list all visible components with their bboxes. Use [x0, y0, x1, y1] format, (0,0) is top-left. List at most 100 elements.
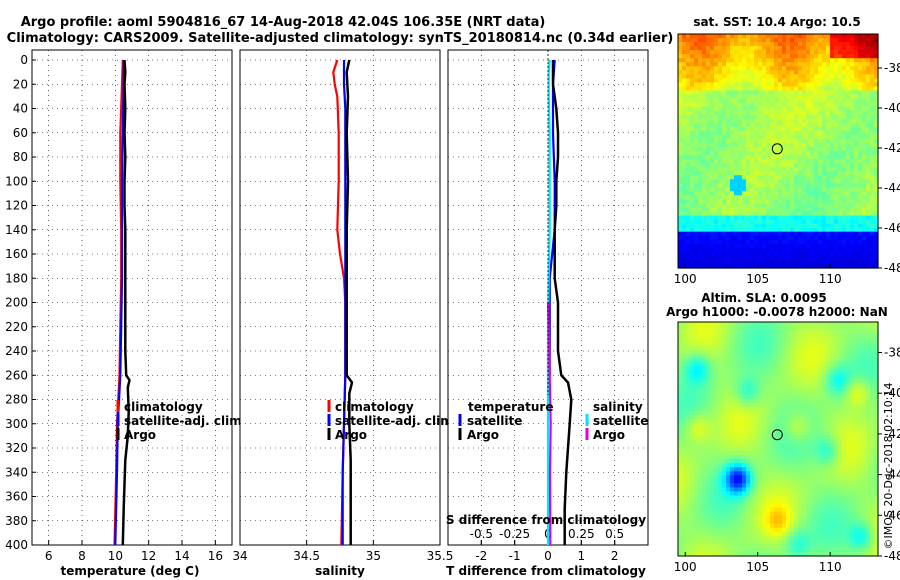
- heatmap-cell: [870, 86, 875, 92]
- heatmap-cell: [806, 443, 811, 448]
- heatmap-cell: [710, 358, 715, 363]
- heatmap-cell: [718, 58, 723, 63]
- heatmap-cell: [802, 398, 807, 404]
- heatmap-cell: [726, 207, 731, 213]
- heatmap-cell: [738, 451, 743, 456]
- heatmap-cell: [798, 342, 803, 347]
- heatmap-cell: [742, 102, 747, 108]
- heatmap-cell: [726, 138, 731, 144]
- heatmap-cell: [854, 455, 859, 460]
- heatmap-cell: [734, 426, 739, 432]
- heatmap-cell: [682, 251, 687, 257]
- heatmap-cell: [854, 406, 859, 412]
- heatmap-cell: [810, 211, 815, 217]
- heatmap-cell: [746, 207, 751, 213]
- heatmap-cell: [866, 74, 871, 79]
- heatmap-cell: [682, 259, 687, 265]
- heatmap-cell: [862, 358, 867, 363]
- heatmap-cell: [726, 94, 731, 100]
- heatmap-cell: [754, 142, 759, 148]
- heatmap-cell: [810, 467, 815, 472]
- heatmap-cell: [830, 374, 835, 380]
- heatmap-cell: [842, 386, 847, 392]
- heatmap-cell: [702, 406, 707, 412]
- heatmap-cell: [754, 215, 759, 221]
- heatmap-cell: [678, 430, 683, 436]
- temperature-plot-frame: [31, 49, 233, 546]
- heatmap-cell: [790, 146, 795, 152]
- heatmap-cell: [826, 110, 831, 116]
- heatmap-cell: [762, 354, 767, 359]
- heatmap-cell: [850, 86, 855, 92]
- heatmap-cell: [774, 418, 779, 424]
- heatmap-cell: [822, 227, 827, 233]
- heatmap-cell: [874, 255, 879, 261]
- heatmap-cell: [734, 58, 739, 63]
- heatmap-cell: [774, 255, 779, 261]
- heatmap-cell: [830, 382, 835, 388]
- heatmap-cell: [774, 90, 779, 96]
- heatmap-cell: [810, 215, 815, 221]
- heatmap-cell: [834, 94, 839, 100]
- heatmap-cell: [746, 227, 751, 233]
- heatmap-cell: [718, 434, 723, 440]
- heatmap-cell: [814, 62, 819, 67]
- heatmap-cell: [698, 38, 703, 43]
- heatmap-cell: [742, 126, 747, 132]
- heatmap-cell: [730, 122, 735, 128]
- heatmap-cell: [758, 70, 763, 75]
- heatmap-cell: [730, 98, 735, 104]
- heatmap-cell: [822, 102, 827, 108]
- heatmap-cell: [726, 110, 731, 116]
- heatmap-cell: [694, 426, 699, 432]
- heatmap-cell: [710, 215, 715, 221]
- heatmap-cell: [782, 223, 787, 229]
- heatmap-cell: [750, 146, 755, 152]
- heatmap-cell: [870, 34, 875, 39]
- heatmap-cell: [774, 231, 779, 237]
- heatmap-cell: [838, 167, 843, 172]
- heatmap-cell: [814, 326, 819, 331]
- heatmap-cell: [770, 122, 775, 128]
- heatmap-cell: [678, 370, 683, 376]
- heatmap-cell: [854, 247, 859, 253]
- heatmap-cell: [686, 430, 691, 436]
- heatmap-cell: [726, 362, 731, 367]
- heatmap-cell: [810, 434, 815, 440]
- heatmap-cell: [794, 118, 799, 124]
- heatmap-cell: [770, 126, 775, 132]
- heatmap-cell: [758, 330, 763, 335]
- heatmap-cell: [782, 251, 787, 257]
- heatmap-cell: [718, 243, 723, 249]
- heatmap-cell: [710, 151, 715, 156]
- heatmap-cell: [790, 98, 795, 104]
- heatmap-cell: [870, 370, 875, 376]
- heatmap-cell: [786, 239, 791, 245]
- heatmap-cell: [790, 191, 795, 196]
- heatmap-cell: [830, 251, 835, 257]
- heatmap-cell: [698, 259, 703, 265]
- heatmap-cell: [818, 215, 823, 221]
- heatmap-cell: [874, 82, 879, 88]
- heatmap-cell: [706, 179, 711, 184]
- heatmap-cell: [730, 151, 735, 156]
- heatmap-cell: [770, 330, 775, 335]
- heatmap-cell: [774, 187, 779, 192]
- heatmap-cell: [710, 191, 715, 196]
- heatmap-cell: [826, 467, 831, 472]
- heatmap-cell: [706, 422, 711, 428]
- heatmap-cell: [738, 50, 743, 55]
- heatmap-cell: [866, 322, 871, 327]
- heatmap-cell: [750, 398, 755, 404]
- heatmap-cell: [698, 334, 703, 339]
- heatmap-cell: [798, 167, 803, 172]
- heatmap-cell: [694, 94, 699, 100]
- heatmap-cell: [870, 74, 875, 79]
- heatmap-cell: [690, 227, 695, 233]
- heatmap-cell: [826, 386, 831, 392]
- heatmap-cell: [678, 175, 683, 180]
- heatmap-cell: [766, 203, 771, 209]
- heatmap-cell: [846, 122, 851, 128]
- heatmap-cell: [870, 443, 875, 448]
- heatmap-cell: [790, 330, 795, 335]
